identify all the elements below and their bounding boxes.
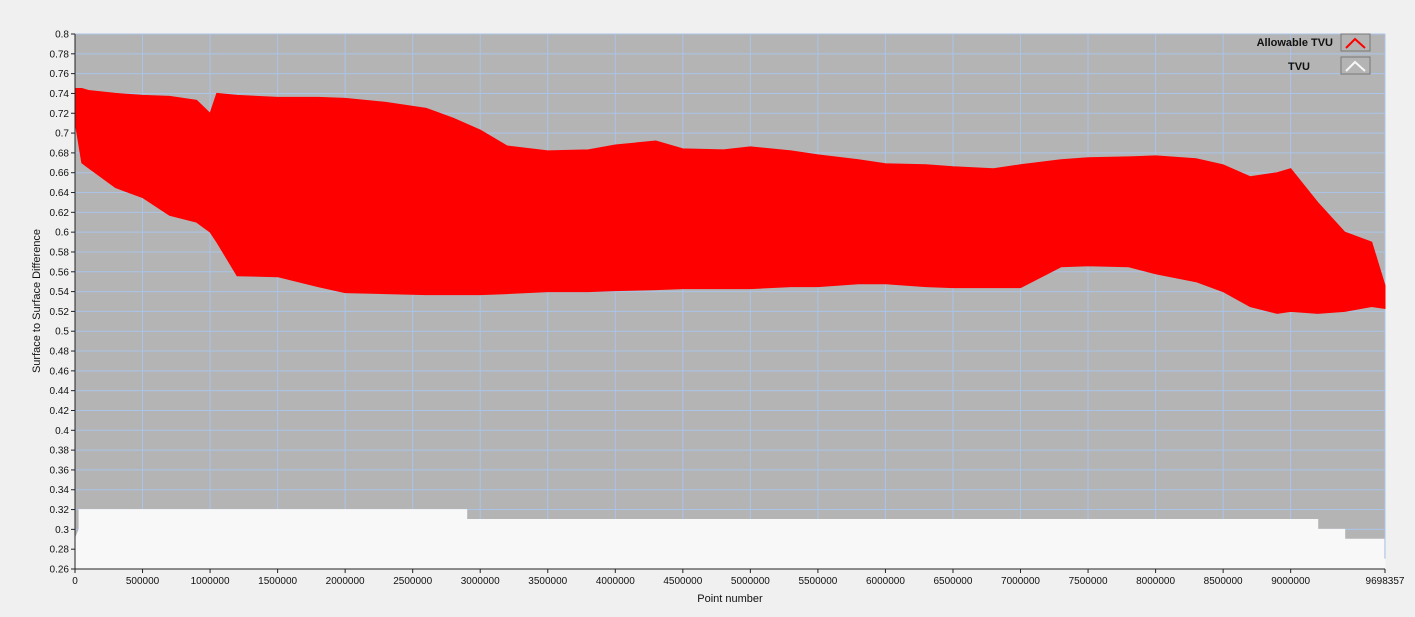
series-layer (74, 88, 1386, 570)
x-tick-label: 7000000 (1001, 576, 1040, 587)
y-tick-label: 0.4 (55, 426, 69, 437)
axes-layer (74, 34, 1385, 570)
y-axis-title: Surface to Surface Difference (31, 229, 43, 373)
y-tick-label: 0.34 (50, 485, 70, 496)
y-tick-label: 0.64 (50, 188, 70, 199)
x-tick-label: 6000000 (866, 576, 905, 587)
y-tick-label: 0.28 (50, 545, 70, 556)
y-tick-label: 0.46 (50, 366, 70, 377)
legend-swatch-allowable-tvu[interactable] (1340, 33, 1371, 52)
x-axis-title: Point number (697, 593, 763, 605)
x-ticks: 0 500000 1000000 1500000 2000000 2500000 30000… (72, 569, 1405, 587)
y-tick-label: 0.7 (55, 129, 69, 140)
legend-swatch-tvu[interactable] (1340, 56, 1371, 75)
y-tick-label: 0.38 (50, 446, 70, 457)
y-tick-label: 0.58 (50, 247, 70, 258)
y-tick-label: 0.44 (50, 386, 70, 397)
y-tick-label: 0.32 (50, 505, 70, 516)
x-tick-label: 1500000 (258, 576, 297, 587)
x-tick-label: 5000000 (731, 576, 770, 587)
y-tick-label: 0.5 (55, 327, 69, 338)
y-tick-label: 0.3 (55, 525, 69, 536)
legend-line-tvu (1345, 60, 1366, 72)
x-tick-label: 8000000 (1136, 576, 1175, 587)
x-tick-label: 7500000 (1069, 576, 1108, 587)
x-tick-label: 0 (72, 576, 78, 587)
x-tick-label: 3000000 (461, 576, 500, 587)
x-tick-label: 2500000 (393, 576, 432, 587)
x-tick-label: 4000000 (596, 576, 635, 587)
y-tick-label: 0.42 (50, 406, 70, 417)
y-tick-label: 0.52 (50, 307, 70, 318)
x-tick-label: 9698357 (1366, 576, 1405, 587)
y-tick-label: 0.66 (50, 168, 70, 179)
y-tick-label: 0.48 (50, 347, 70, 358)
y-ticks: 0.26 0.28 0.3 0.32 0.34 0.36 0.38 0.4 0.42 0.44 0.… (50, 30, 75, 576)
legend-line-allowable-tvu (1345, 37, 1366, 49)
x-tick-label: 3500000 (528, 576, 567, 587)
x-tick-label: 500000 (126, 576, 160, 587)
y-tick-label: 0.36 (50, 465, 70, 476)
legend-label-allowable-tvu: Allowable TVU (1257, 37, 1333, 49)
y-tick-label: 0.54 (50, 287, 70, 298)
y-tick-label: 0.6 (55, 228, 69, 239)
x-tick-label: 5500000 (798, 576, 837, 587)
series-tvu-area (74, 509, 1386, 570)
x-tick-label: 4500000 (663, 576, 702, 587)
x-tick-label: 1000000 (191, 576, 230, 587)
legend: Allowable TVU TVU (1257, 33, 1371, 75)
y-tick-label: 0.72 (50, 109, 70, 120)
series-allowable-tvu-band (74, 88, 1386, 314)
y-tick-label: 0.68 (50, 148, 70, 159)
y-tick-label: 0.76 (50, 69, 70, 80)
y-tick-label: 0.62 (50, 208, 70, 219)
legend-label-tvu: TVU (1288, 61, 1310, 73)
y-tick-label: 0.74 (50, 89, 70, 100)
x-tick-label: 2000000 (326, 576, 365, 587)
y-tick-label: 0.8 (55, 30, 69, 41)
y-tick-label: 0.56 (50, 267, 70, 278)
x-tick-label: 9000000 (1271, 576, 1310, 587)
y-tick-label: 0.78 (50, 49, 70, 60)
x-tick-label: 6500000 (934, 576, 973, 587)
y-tick-label: 0.26 (50, 565, 70, 576)
x-tick-label: 8500000 (1204, 576, 1243, 587)
